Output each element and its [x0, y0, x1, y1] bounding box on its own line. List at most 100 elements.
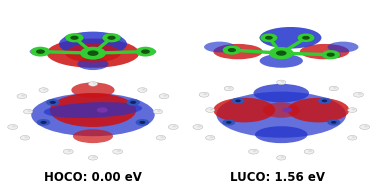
Circle shape [68, 150, 71, 152]
Circle shape [43, 89, 46, 90]
Circle shape [31, 47, 50, 57]
Circle shape [232, 98, 245, 104]
Circle shape [199, 92, 209, 97]
Circle shape [209, 136, 213, 138]
Text: LUCO: 1.56 eV: LUCO: 1.56 eV [230, 171, 325, 184]
Circle shape [269, 47, 294, 59]
Circle shape [160, 136, 164, 138]
Circle shape [364, 125, 368, 127]
Circle shape [12, 125, 16, 127]
Circle shape [138, 88, 147, 92]
Circle shape [197, 125, 201, 127]
Ellipse shape [217, 92, 346, 138]
Ellipse shape [31, 93, 155, 136]
Circle shape [88, 156, 98, 160]
Circle shape [20, 136, 29, 140]
Ellipse shape [50, 93, 136, 127]
Ellipse shape [321, 51, 341, 58]
Circle shape [159, 94, 169, 99]
Circle shape [139, 121, 146, 124]
Circle shape [163, 95, 167, 97]
Circle shape [70, 36, 79, 40]
Circle shape [228, 48, 236, 52]
Circle shape [277, 80, 286, 85]
Ellipse shape [101, 34, 122, 41]
Circle shape [28, 110, 31, 112]
Circle shape [21, 95, 25, 97]
Circle shape [321, 50, 340, 59]
Circle shape [17, 94, 27, 99]
Circle shape [280, 156, 284, 158]
Circle shape [304, 149, 314, 154]
Ellipse shape [46, 39, 139, 68]
Circle shape [282, 108, 293, 112]
Circle shape [136, 119, 149, 126]
Circle shape [360, 125, 370, 129]
Circle shape [209, 108, 213, 110]
Circle shape [235, 99, 241, 102]
Circle shape [117, 150, 121, 152]
Ellipse shape [328, 42, 358, 52]
Circle shape [156, 136, 166, 140]
Circle shape [329, 86, 338, 91]
Circle shape [153, 109, 163, 114]
Circle shape [327, 119, 340, 126]
Circle shape [318, 98, 331, 104]
Circle shape [265, 36, 273, 40]
Circle shape [223, 46, 241, 55]
Ellipse shape [260, 54, 303, 68]
Circle shape [8, 125, 18, 129]
Circle shape [80, 47, 106, 60]
Circle shape [130, 101, 136, 104]
Circle shape [87, 50, 99, 56]
Circle shape [50, 101, 56, 104]
Circle shape [102, 33, 121, 42]
Circle shape [97, 107, 108, 113]
Circle shape [40, 121, 46, 124]
Circle shape [136, 47, 155, 57]
Ellipse shape [204, 42, 235, 52]
Ellipse shape [263, 102, 300, 118]
Circle shape [308, 150, 312, 152]
Circle shape [206, 108, 215, 112]
Ellipse shape [213, 98, 275, 122]
Ellipse shape [222, 46, 242, 54]
Ellipse shape [59, 32, 127, 56]
Ellipse shape [296, 34, 316, 41]
Ellipse shape [71, 82, 115, 98]
Ellipse shape [64, 34, 85, 41]
Ellipse shape [255, 126, 308, 143]
Circle shape [276, 50, 287, 56]
Circle shape [222, 119, 235, 126]
Circle shape [331, 121, 336, 124]
Circle shape [280, 81, 284, 83]
Circle shape [322, 99, 327, 102]
Circle shape [36, 49, 45, 54]
Ellipse shape [77, 58, 108, 70]
Circle shape [333, 87, 337, 89]
Circle shape [353, 92, 363, 97]
Circle shape [358, 93, 362, 95]
Circle shape [107, 36, 116, 40]
Circle shape [142, 89, 146, 90]
Ellipse shape [65, 44, 121, 62]
Circle shape [352, 108, 355, 110]
Circle shape [277, 156, 286, 160]
Circle shape [64, 149, 73, 154]
Ellipse shape [259, 34, 279, 41]
Circle shape [24, 136, 28, 138]
Circle shape [253, 150, 257, 152]
Circle shape [228, 87, 232, 89]
Circle shape [193, 125, 203, 129]
Ellipse shape [213, 44, 263, 59]
Circle shape [141, 49, 150, 54]
Circle shape [297, 33, 314, 42]
Ellipse shape [254, 84, 309, 102]
Circle shape [302, 36, 310, 40]
Circle shape [157, 110, 161, 112]
Circle shape [92, 82, 96, 84]
Circle shape [65, 33, 84, 42]
Circle shape [172, 125, 177, 127]
Circle shape [260, 33, 277, 42]
Circle shape [92, 156, 96, 158]
